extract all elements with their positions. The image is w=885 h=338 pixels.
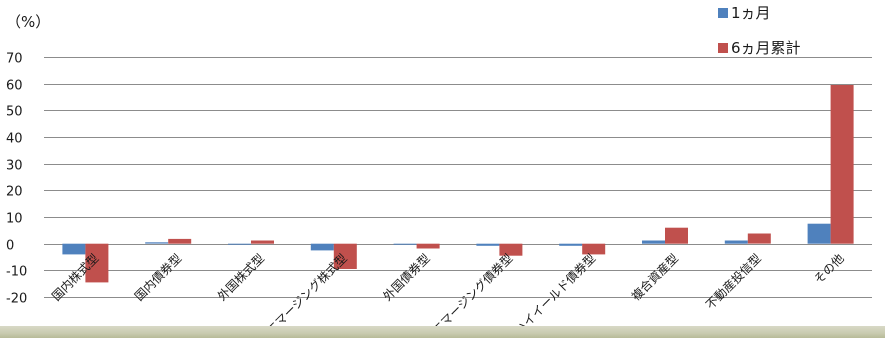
bar [476, 243, 500, 246]
y-tick-label: -20 [6, 292, 27, 307]
legend-item-6-month-cumulative[interactable]: 6ヵ月累計 [718, 37, 801, 58]
bar [333, 243, 357, 269]
legend-label-1-month: 1ヵ月 [731, 4, 771, 22]
legend-label-6-month-cumulative: 6ヵ月累計 [731, 39, 801, 57]
legend-swatch-1-month [718, 8, 728, 18]
x-category-label: 複合資産型 [628, 251, 681, 304]
bar [499, 243, 523, 256]
bar [310, 243, 334, 251]
x-category-label: ハイイールド債券型 [512, 251, 599, 338]
bar [251, 240, 274, 244]
bar [747, 233, 771, 244]
x-category-label: エマージング株式型 [263, 251, 350, 338]
bar [665, 227, 688, 244]
y-tick-label: 30 [6, 159, 23, 174]
x-category-label: エマージング債券型 [429, 251, 516, 338]
bar [85, 243, 109, 283]
bar [393, 243, 417, 245]
bar [62, 243, 86, 255]
legend-item-1-month[interactable]: 1ヵ月 [718, 2, 771, 23]
bar [807, 223, 831, 244]
x-category-label: 国内債券型 [131, 251, 184, 304]
y-axis-unit-label: （%） [6, 13, 51, 31]
bar [559, 243, 583, 246]
bar [145, 242, 169, 244]
x-category-label: 外国債券型 [380, 251, 433, 304]
y-tick-label: -10 [6, 265, 27, 280]
bar [642, 240, 665, 244]
x-category-label: 外国株式型 [214, 251, 267, 304]
bar [582, 243, 606, 255]
bar [724, 240, 748, 244]
x-category-label: 不動産投信型 [702, 251, 764, 313]
bar [228, 243, 251, 245]
bar [168, 238, 192, 244]
y-tick-label: 50 [6, 105, 23, 120]
bar [416, 243, 440, 249]
y-tick-label: 60 [6, 79, 23, 94]
bar [830, 85, 854, 244]
x-category-label: その他 [811, 251, 846, 286]
y-tick-label: 20 [6, 185, 23, 200]
y-tick-label: 10 [6, 212, 23, 227]
y-tick-label: 0 [6, 239, 14, 254]
y-tick-label: 70 [6, 52, 23, 67]
y-tick-label: 40 [6, 132, 23, 147]
bottom-decorative-band [0, 326, 885, 338]
legend-swatch-6-month-cumulative [718, 43, 728, 53]
